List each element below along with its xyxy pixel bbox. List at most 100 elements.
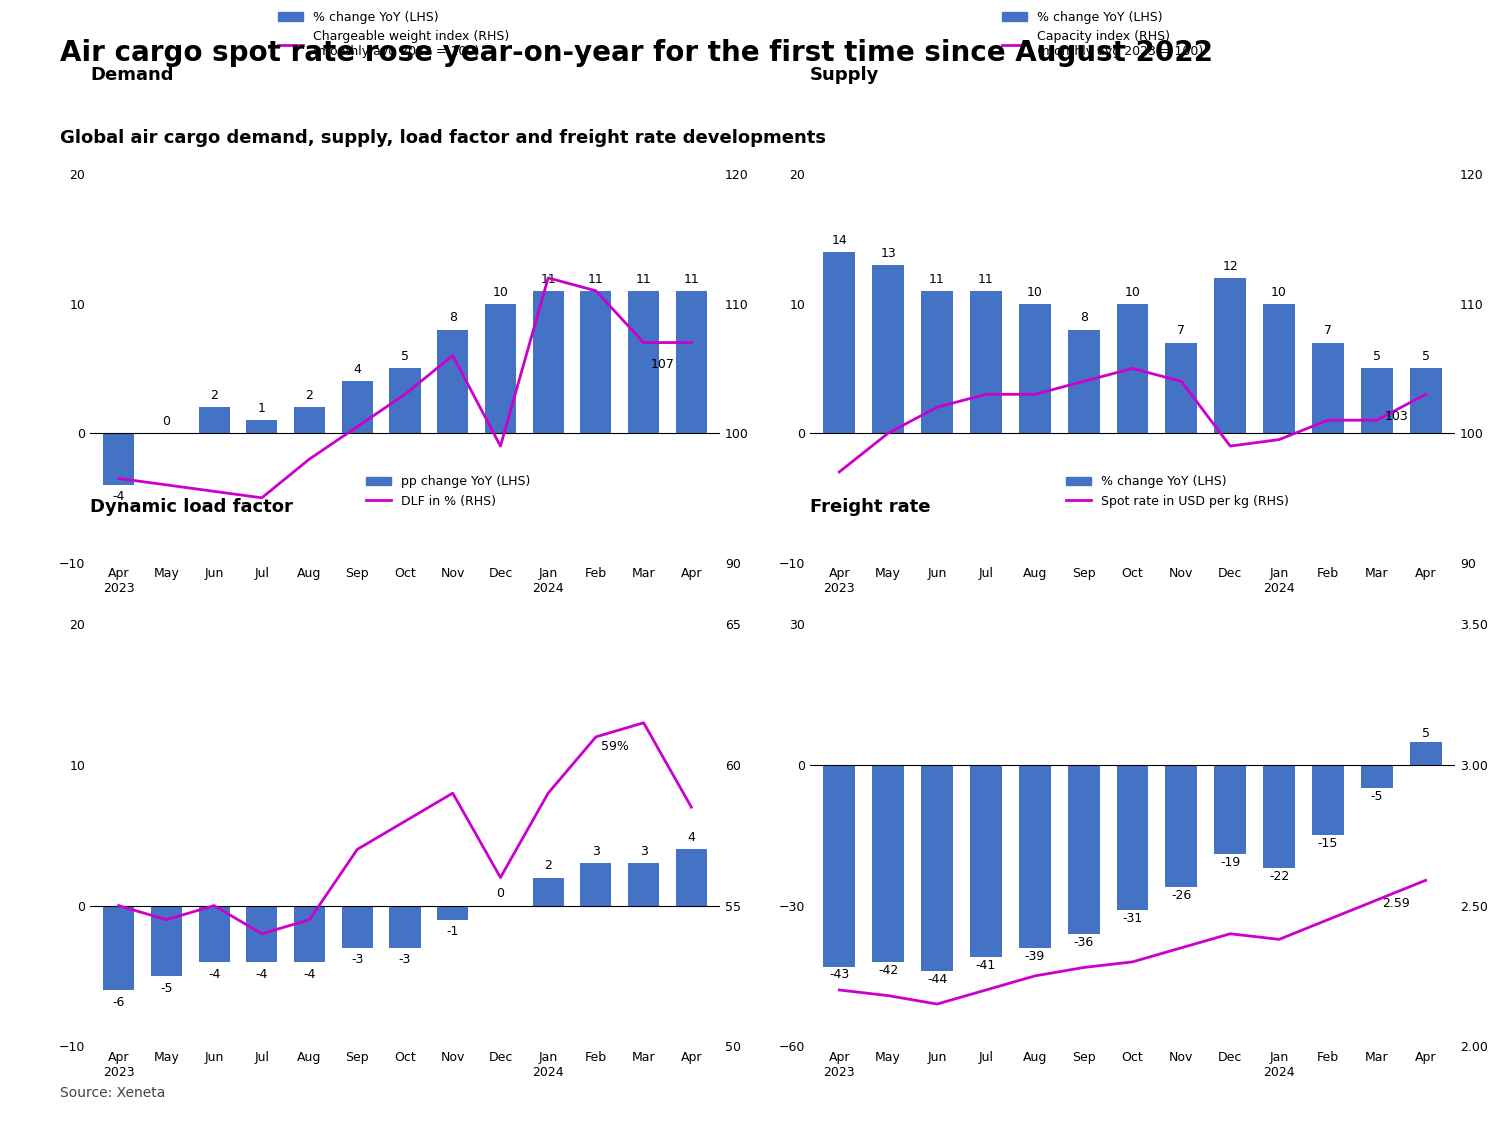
Text: 2.59: 2.59: [1383, 897, 1410, 910]
Text: 8: 8: [1080, 312, 1088, 324]
Bar: [1360, 369, 1392, 433]
Text: 5: 5: [1422, 727, 1430, 739]
Bar: [1312, 765, 1344, 835]
Bar: [246, 906, 278, 962]
Bar: [436, 330, 468, 433]
Bar: [824, 765, 855, 966]
Text: -4: -4: [112, 490, 125, 503]
Text: 10: 10: [1028, 286, 1042, 298]
Text: 2: 2: [544, 858, 552, 872]
Text: 10: 10: [492, 286, 508, 298]
Text: 13: 13: [880, 246, 896, 260]
Bar: [294, 906, 326, 962]
Text: Source: Xeneta: Source: Xeneta: [60, 1087, 165, 1100]
Text: -19: -19: [1220, 856, 1240, 868]
Legend: % change YoY (LHS), Spot rate in USD per kg (RHS): % change YoY (LHS), Spot rate in USD per…: [1062, 470, 1294, 513]
Bar: [970, 765, 1002, 957]
Text: -1: -1: [447, 925, 459, 938]
Bar: [676, 849, 706, 906]
Bar: [873, 264, 904, 433]
Text: 12: 12: [1222, 260, 1238, 272]
Text: 59%: 59%: [602, 740, 628, 753]
Bar: [390, 906, 420, 947]
Text: Freight rate: Freight rate: [810, 497, 930, 515]
Bar: [921, 290, 952, 433]
Bar: [532, 290, 564, 433]
Bar: [436, 906, 468, 920]
Text: 4: 4: [687, 830, 696, 844]
Bar: [152, 906, 182, 975]
Bar: [1019, 304, 1050, 433]
Text: 2: 2: [210, 389, 218, 402]
Text: -31: -31: [1122, 912, 1143, 925]
Bar: [676, 290, 706, 433]
Text: Demand: Demand: [90, 65, 174, 83]
Bar: [342, 906, 374, 947]
Text: Global air cargo demand, supply, load factor and freight rate developments: Global air cargo demand, supply, load fa…: [60, 129, 826, 147]
Legend: % change YoY (LHS), Chargeable weight index (RHS)
(monthly avg 2023 = 100): % change YoY (LHS), Chargeable weight in…: [273, 6, 514, 63]
Bar: [1116, 765, 1149, 910]
Bar: [484, 304, 516, 433]
Text: 5: 5: [400, 350, 410, 363]
Bar: [294, 407, 326, 433]
Bar: [1360, 765, 1392, 789]
Text: Air cargo spot rate rose year-on-year for the first time since August 2022: Air cargo spot rate rose year-on-year fo…: [60, 39, 1214, 68]
Bar: [1068, 765, 1100, 934]
Text: -41: -41: [976, 958, 996, 972]
Text: 11: 11: [928, 272, 945, 286]
Bar: [970, 290, 1002, 433]
Text: 3: 3: [592, 845, 600, 857]
Text: 7: 7: [1178, 324, 1185, 338]
Bar: [198, 906, 230, 962]
Text: 1: 1: [258, 402, 266, 415]
Bar: [1263, 765, 1294, 868]
Text: 0: 0: [496, 886, 504, 900]
Bar: [104, 433, 134, 485]
Text: -36: -36: [1074, 936, 1094, 948]
Bar: [390, 369, 420, 433]
Bar: [1019, 765, 1050, 947]
Text: 0: 0: [162, 415, 171, 428]
Bar: [1410, 741, 1442, 765]
Bar: [198, 407, 230, 433]
Text: -15: -15: [1318, 837, 1338, 850]
Bar: [246, 420, 278, 433]
Text: -39: -39: [1024, 950, 1045, 963]
Text: 2: 2: [306, 389, 314, 402]
Bar: [342, 381, 374, 433]
Text: 11: 11: [588, 272, 604, 286]
Text: -5: -5: [160, 981, 172, 994]
Legend: % change YoY (LHS), Capacity index (RHS)
(monthly avg 2023 = 100): % change YoY (LHS), Capacity index (RHS)…: [998, 6, 1208, 63]
Bar: [921, 765, 952, 971]
Text: 107: 107: [651, 358, 675, 371]
Bar: [1410, 369, 1442, 433]
Text: 4: 4: [354, 363, 362, 376]
Text: Dynamic load factor: Dynamic load factor: [90, 497, 292, 515]
Text: -3: -3: [399, 953, 411, 966]
Bar: [1166, 765, 1197, 886]
Text: 11: 11: [684, 272, 699, 286]
Bar: [1116, 304, 1149, 433]
Text: -43: -43: [830, 969, 849, 981]
Text: 3: 3: [639, 845, 648, 857]
Text: 10: 10: [1125, 286, 1140, 298]
Bar: [1263, 304, 1294, 433]
Legend: pp change YoY (LHS), DLF in % (RHS): pp change YoY (LHS), DLF in % (RHS): [362, 470, 536, 513]
Bar: [628, 290, 658, 433]
Text: -26: -26: [1172, 889, 1191, 902]
Bar: [824, 252, 855, 433]
Text: Supply: Supply: [810, 65, 879, 83]
Bar: [104, 906, 134, 990]
Text: -4: -4: [255, 968, 268, 981]
Bar: [1215, 278, 1246, 433]
Text: 11: 11: [978, 272, 994, 286]
Text: 7: 7: [1324, 324, 1332, 338]
Text: 5: 5: [1372, 350, 1382, 363]
Text: 14: 14: [831, 234, 848, 246]
Bar: [1312, 342, 1344, 433]
Text: 11: 11: [636, 272, 651, 286]
Text: 8: 8: [448, 312, 456, 324]
Text: 103: 103: [1384, 410, 1408, 423]
Bar: [532, 878, 564, 906]
Text: -3: -3: [351, 953, 363, 966]
